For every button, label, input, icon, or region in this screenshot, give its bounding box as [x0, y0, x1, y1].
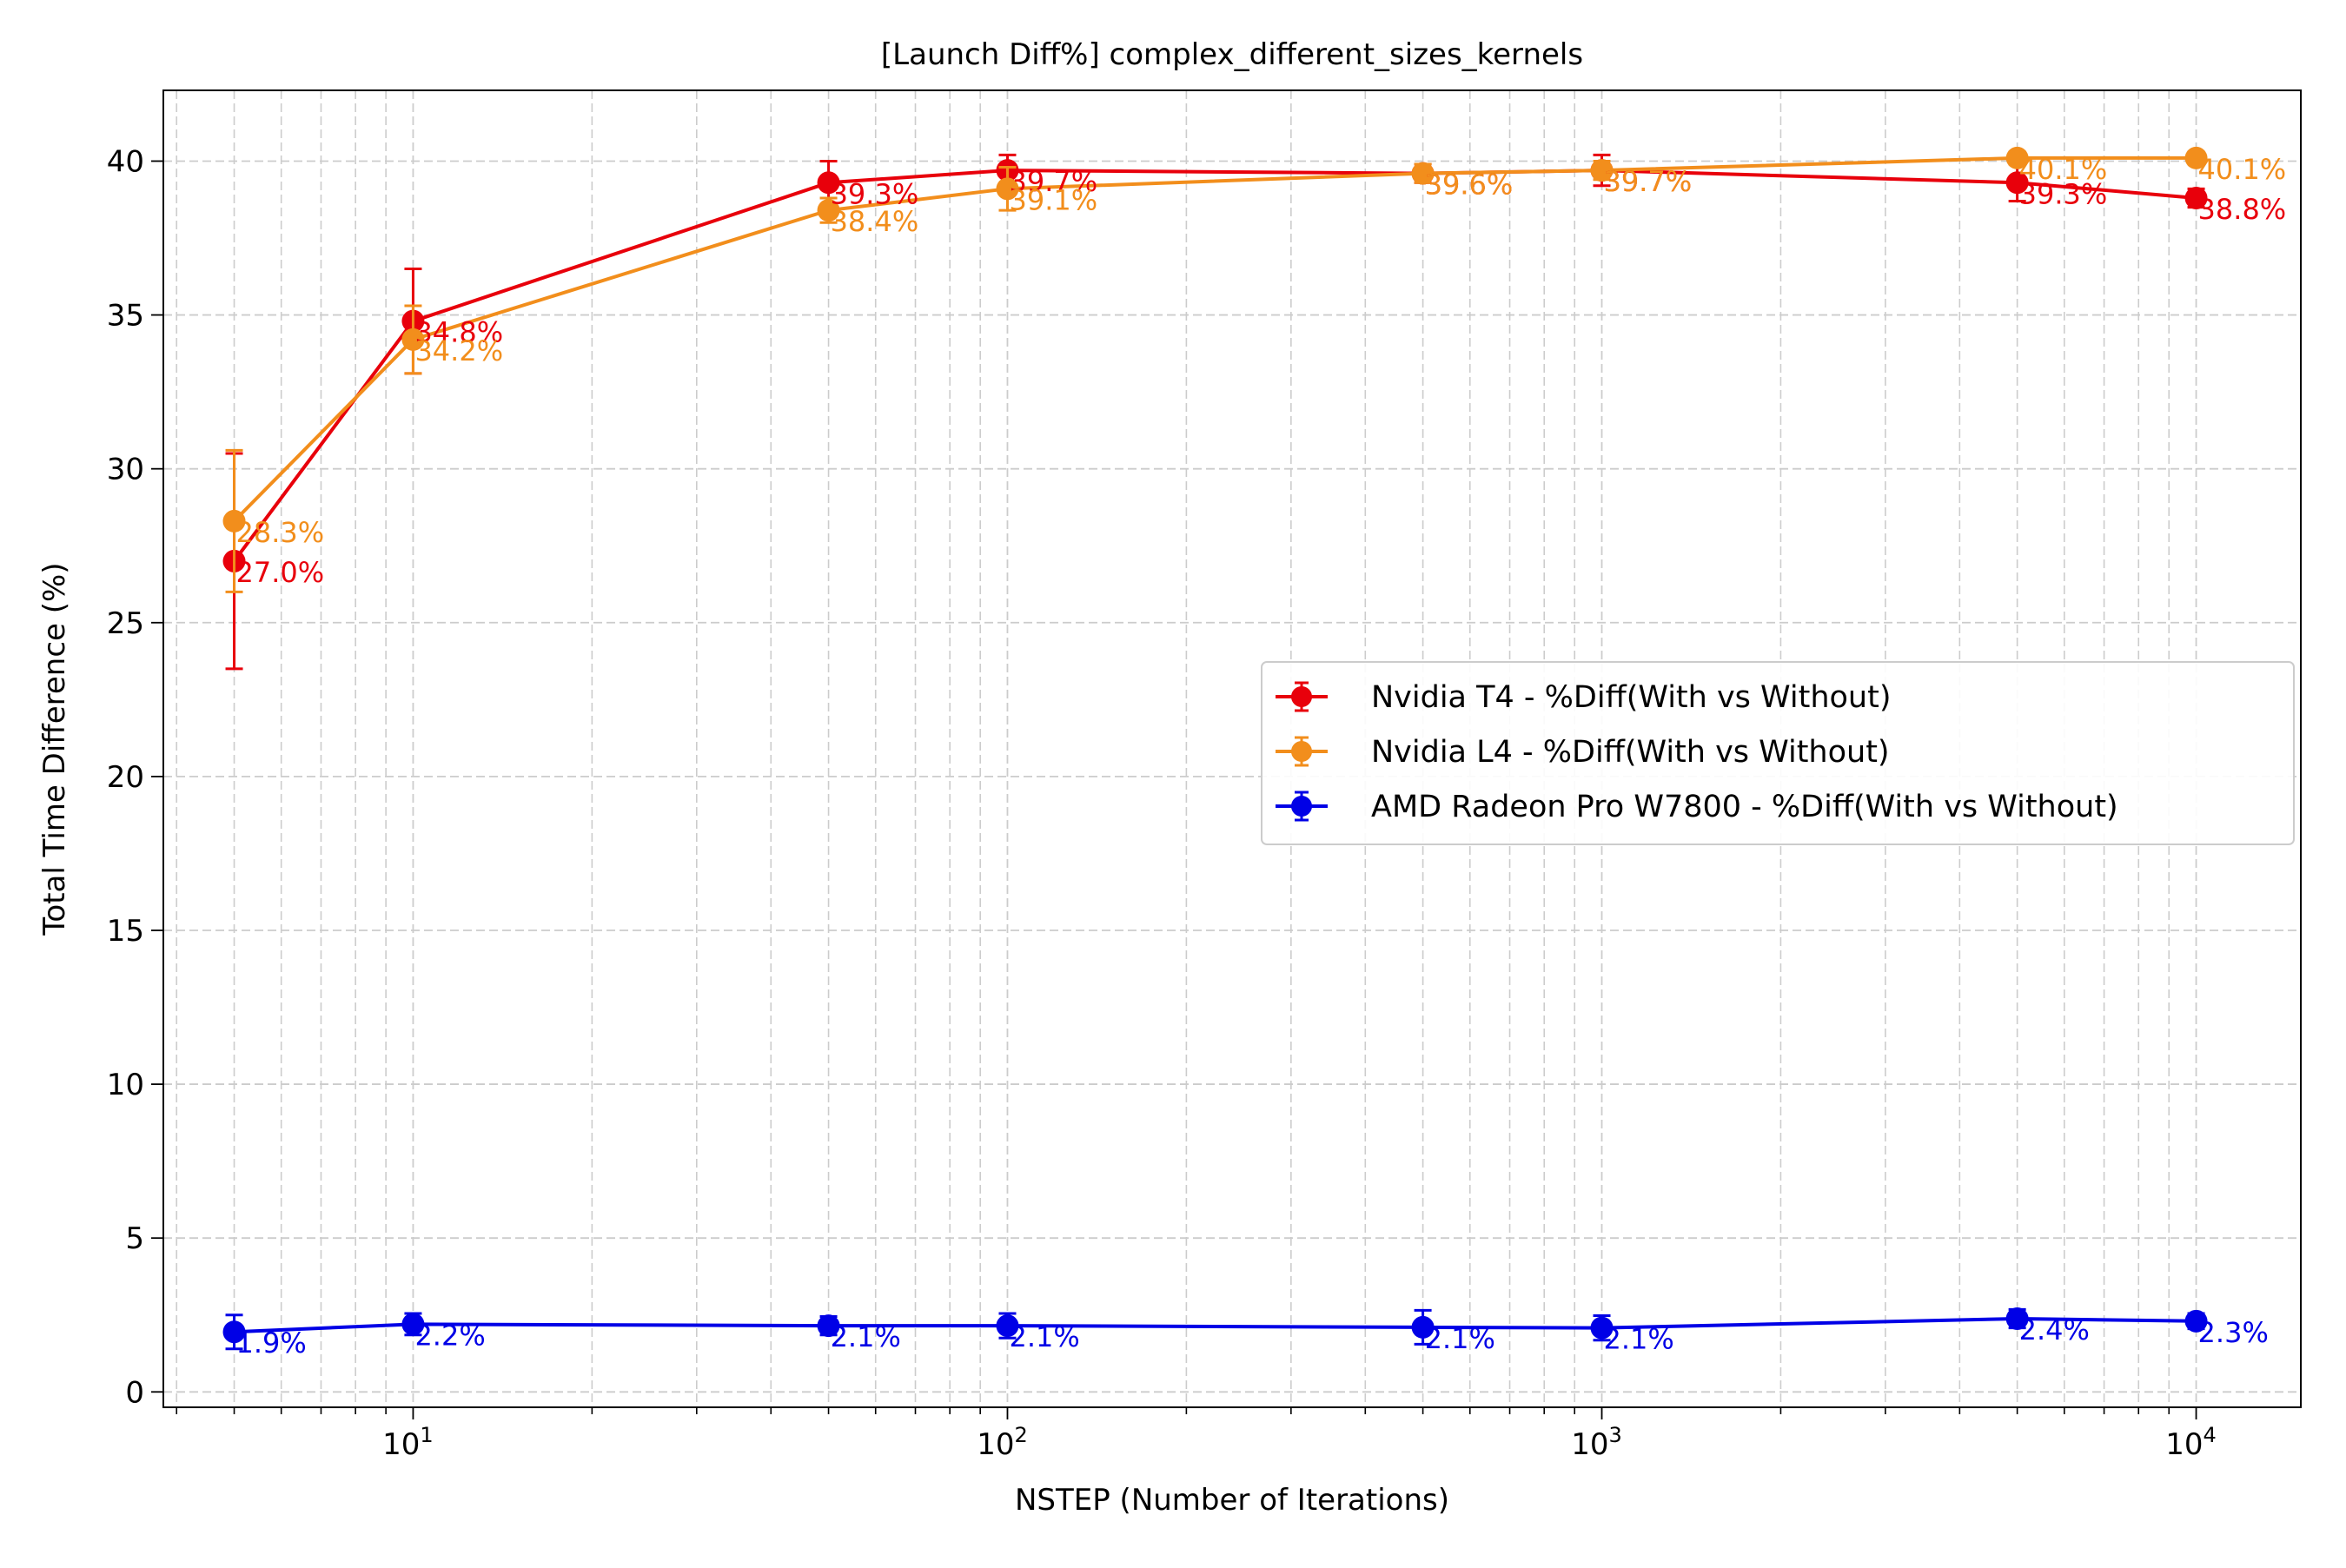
data-point — [1590, 1316, 1614, 1340]
data-label: 2.1% — [1425, 1322, 1495, 1355]
data-label: 39.7% — [1604, 165, 1693, 198]
x-axis-label: NSTEP (Number of Iterations) — [1015, 1483, 1449, 1518]
data-point — [1411, 1315, 1435, 1339]
y-tick-label: 30 — [107, 453, 144, 487]
plot-frame — [162, 89, 2302, 1408]
y-tick-label: 15 — [107, 914, 144, 949]
legend-label: Nvidia T4 - %Diff(With vs Without) — [1371, 680, 1891, 715]
data-point — [2184, 186, 2208, 209]
legend-item: AMD Radeon Pro W7800 - %Diff(With vs Wit… — [1276, 790, 2118, 824]
data-point — [817, 171, 840, 195]
legend: Nvidia T4 - %Diff(With vs Without) Nvidia… — [1261, 661, 2295, 845]
data-label: 39.6% — [1425, 169, 1514, 202]
data-labels-layer: 27.0% 34.8% 39.3% 39.7% 39.6% 39.7% 39.3% 38.8%… — [236, 153, 2287, 1360]
series-line — [233, 155, 2197, 523]
data-label: 38.8% — [2198, 193, 2287, 226]
x-tick-label: 103 — [1571, 1423, 1622, 1462]
data-label: 34.8% — [414, 316, 503, 349]
data-point — [2184, 1309, 2208, 1333]
y-tick-label: 0 — [125, 1375, 144, 1410]
data-label: 1.9% — [236, 1327, 307, 1360]
data-label: 38.4% — [831, 205, 919, 238]
legend-marker — [1291, 741, 1312, 762]
data-point — [1411, 162, 1435, 185]
data-label: 34.2% — [414, 334, 503, 367]
x-tick-label: 101 — [382, 1423, 434, 1462]
data-label: 2.4% — [2019, 1313, 2090, 1346]
data-point — [817, 199, 840, 222]
data-point — [401, 1313, 425, 1336]
data-point — [401, 327, 425, 351]
x-tick-label: 102 — [977, 1423, 1028, 1462]
legend-item: Nvidia L4 - %Diff(With vs Without) — [1276, 735, 1890, 770]
data-point — [2005, 146, 2029, 169]
data-label: 28.3% — [236, 516, 325, 549]
data-point — [2184, 146, 2208, 169]
data-label: 2.3% — [2198, 1316, 2269, 1349]
legend-marker — [1291, 796, 1312, 817]
data-label: 27.0% — [236, 556, 325, 589]
legend-marker — [1291, 686, 1312, 707]
chart-title: [Launch Diff%] complex_different_sizes_k… — [881, 37, 1583, 72]
data-label: 2.1% — [1009, 1320, 1079, 1353]
y-axis-label: Total Time Difference (%) — [37, 562, 72, 936]
data-label: 2.1% — [1604, 1323, 1674, 1356]
data-label: 39.3% — [831, 177, 919, 210]
data-point — [996, 177, 1019, 201]
data-label: 2.1% — [831, 1320, 901, 1353]
data-label: 40.1% — [2019, 153, 2108, 186]
series-1 — [222, 146, 2208, 593]
legend-item: Nvidia T4 - %Diff(With vs Without) — [1276, 680, 1891, 715]
data-point — [222, 509, 246, 533]
data-point — [2005, 1307, 2029, 1330]
data-label: 39.7% — [1009, 165, 1097, 198]
series-line — [232, 169, 2197, 563]
data-point — [817, 1314, 840, 1338]
series-layer — [222, 146, 2208, 1351]
series-2 — [222, 1307, 2208, 1351]
data-label: 39.3% — [2019, 177, 2108, 210]
data-point — [222, 1320, 246, 1344]
y-tick-label: 35 — [107, 299, 144, 334]
data-label: 39.6% — [1425, 169, 1514, 202]
y-tick-label: 25 — [107, 606, 144, 641]
data-point — [2005, 171, 2029, 195]
data-label: 39.1% — [1009, 183, 1097, 216]
data-label: 2.2% — [414, 1319, 485, 1352]
legend-label: Nvidia L4 - %Diff(With vs Without) — [1371, 735, 1890, 770]
axes-layer: 101 102 103 104 0 5 10 15 20 25 30 35 40 — [107, 89, 2302, 1462]
y-tick-label: 10 — [107, 1068, 144, 1102]
data-label: 39.7% — [1604, 165, 1693, 198]
data-label: 40.1% — [2198, 153, 2287, 186]
series-line — [234, 1317, 2197, 1334]
y-tick-label: 20 — [107, 760, 144, 795]
legend-label: AMD Radeon Pro W7800 - %Diff(With vs Wit… — [1371, 790, 2118, 824]
y-tick-label: 40 — [107, 144, 144, 179]
data-point — [996, 1314, 1019, 1338]
legend-box — [1261, 661, 2295, 845]
x-tick-label: 104 — [2165, 1423, 2217, 1462]
data-point — [1590, 159, 1614, 182]
y-tick-label: 5 — [125, 1221, 144, 1256]
